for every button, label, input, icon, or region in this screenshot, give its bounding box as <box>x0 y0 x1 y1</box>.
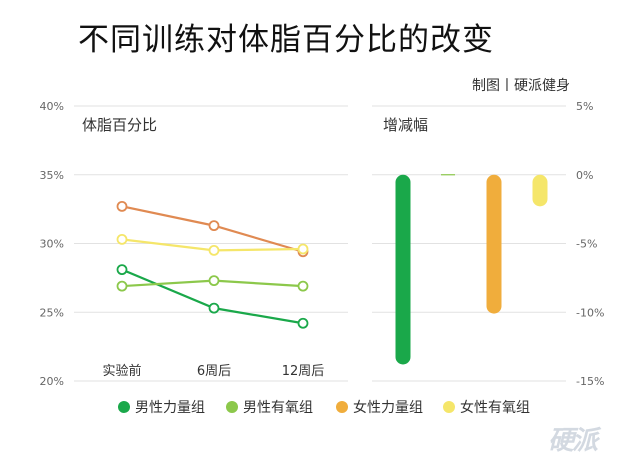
data-point <box>208 275 220 287</box>
y-tick-label-right: -15% <box>576 375 604 388</box>
y-tick-label-right: -5% <box>576 238 597 251</box>
right-panel-label: 增减幅 <box>383 116 428 134</box>
y-tick-label-right: 5% <box>576 100 593 113</box>
data-point <box>208 244 220 256</box>
legend-swatch <box>226 401 238 413</box>
legend-label: 女性力量组 <box>353 399 423 416</box>
data-point <box>116 233 128 245</box>
legend-swatch <box>443 401 455 413</box>
data-point <box>208 302 220 314</box>
y-tick-label-left: 30% <box>40 238 64 251</box>
data-point <box>116 280 128 292</box>
y-tick-label-left: 25% <box>40 306 64 319</box>
data-point <box>116 264 128 276</box>
y-tick-label-right: 0% <box>576 169 593 182</box>
left-panel-label: 体脂百分比 <box>82 116 157 134</box>
chart-title: 不同训练对体脂百分比的改变 <box>78 22 494 58</box>
data-point <box>297 317 309 329</box>
y-tick-label-left: 40% <box>40 100 64 113</box>
chart-credit: 制图丨硬派健身 <box>472 78 570 94</box>
bar <box>532 174 548 207</box>
data-point <box>297 243 309 255</box>
y-tick-label-right: -10% <box>576 306 604 319</box>
x-tick-label: 12周后 <box>282 364 325 379</box>
legend-swatch <box>118 401 130 413</box>
x-tick-label: 实验前 <box>102 363 141 379</box>
y-tick-label-left: 35% <box>40 169 64 182</box>
watermark-logo: 硬派 <box>548 426 598 456</box>
bar <box>395 174 411 365</box>
legend-swatch <box>336 401 348 413</box>
legend-label: 男性力量组 <box>135 400 205 416</box>
x-tick-label: 6周后 <box>197 364 231 379</box>
data-point <box>116 200 128 212</box>
bar <box>486 174 502 314</box>
legend-label: 男性有氧组 <box>243 400 313 416</box>
data-point <box>208 220 220 232</box>
data-point <box>297 280 309 292</box>
legend-label: 女性有氧组 <box>460 399 530 416</box>
y-tick-label-left: 20% <box>40 375 64 388</box>
